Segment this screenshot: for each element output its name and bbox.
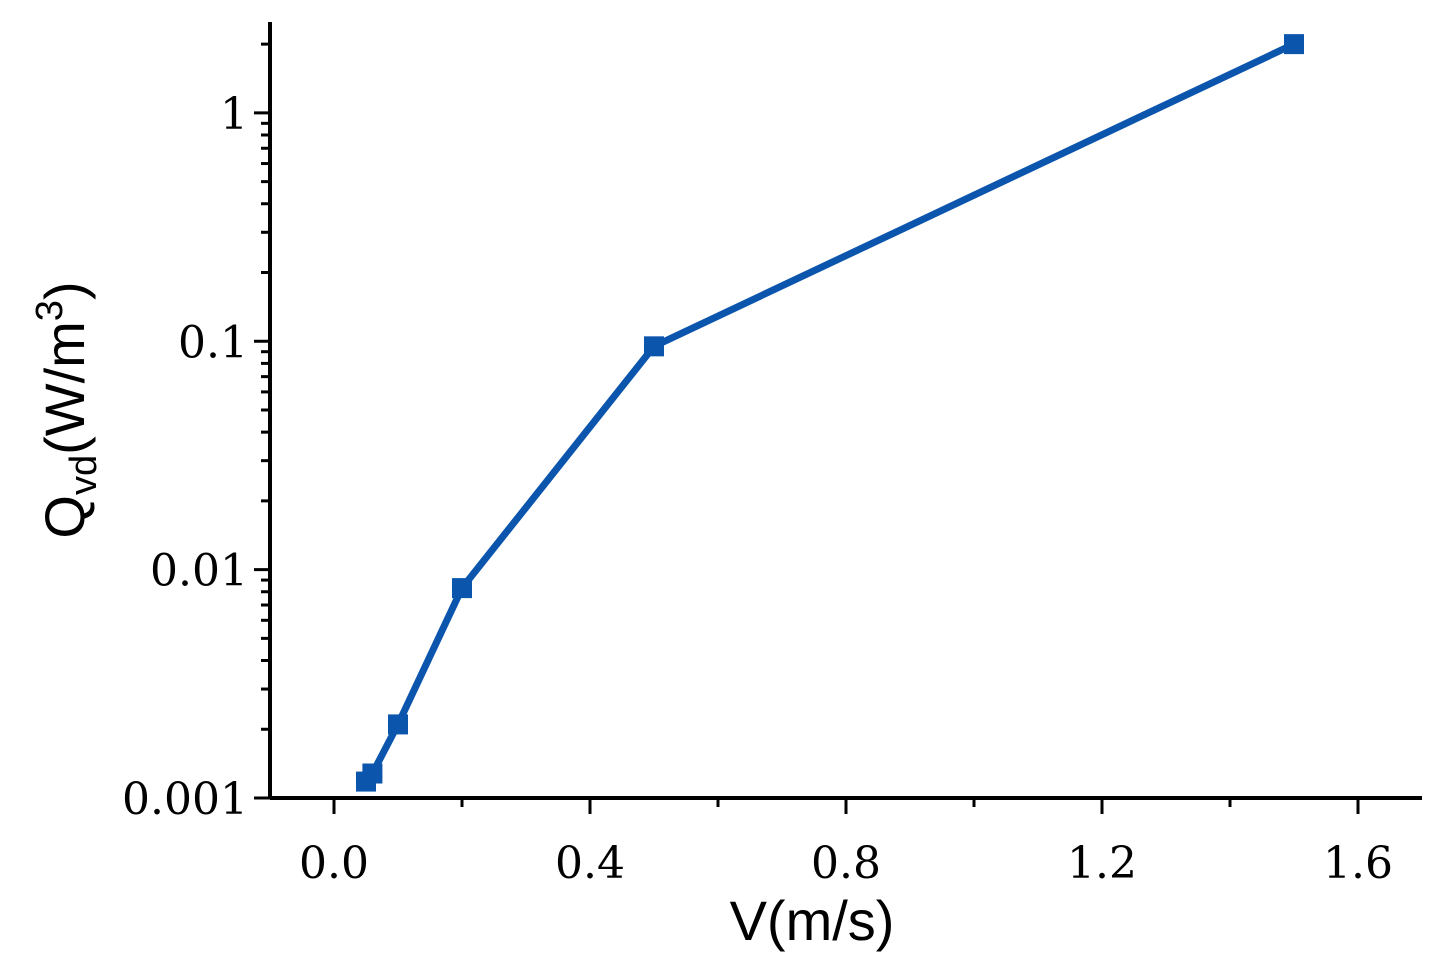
x-tick-label: 0.0 (299, 838, 369, 889)
data-point-marker (362, 763, 383, 784)
y-axis-title-superscript: 3 (29, 300, 71, 321)
y-axis-title: Qvd(W/m3) (29, 281, 105, 538)
y-tick-label: 0.001 (122, 774, 248, 825)
x-tick-label: 0.4 (555, 838, 625, 889)
axes (268, 22, 1422, 800)
y-tick-label: 0.1 (178, 317, 248, 368)
y-axis-title-unit-open: (W/m (33, 321, 96, 455)
y-tick-label: 0.01 (150, 546, 248, 597)
data-point-marker (452, 578, 472, 599)
y-axis-title-base: Q (33, 495, 96, 539)
x-tick-label: 0.8 (811, 838, 881, 889)
data-point-marker (1284, 34, 1304, 55)
y-ticks: 0.001 0.01 0.1 1 (122, 42, 270, 825)
data-point-marker (388, 714, 408, 735)
x-ticks: 0.0 0.4 0.8 1.2 1.6 (299, 798, 1393, 889)
x-tick-label: 1.6 (1323, 838, 1393, 889)
series-line (363, 40, 1296, 784)
y-tick-label: 1 (220, 89, 248, 140)
y-axis-title-unit-close: ) (33, 281, 96, 300)
y-axis-title-subscript: vd (63, 455, 105, 495)
x-tick-label: 1.2 (1067, 838, 1137, 889)
series-layer (356, 34, 1304, 792)
data-point-marker (644, 336, 664, 357)
x-axis-title: V(m/s) (730, 889, 895, 952)
